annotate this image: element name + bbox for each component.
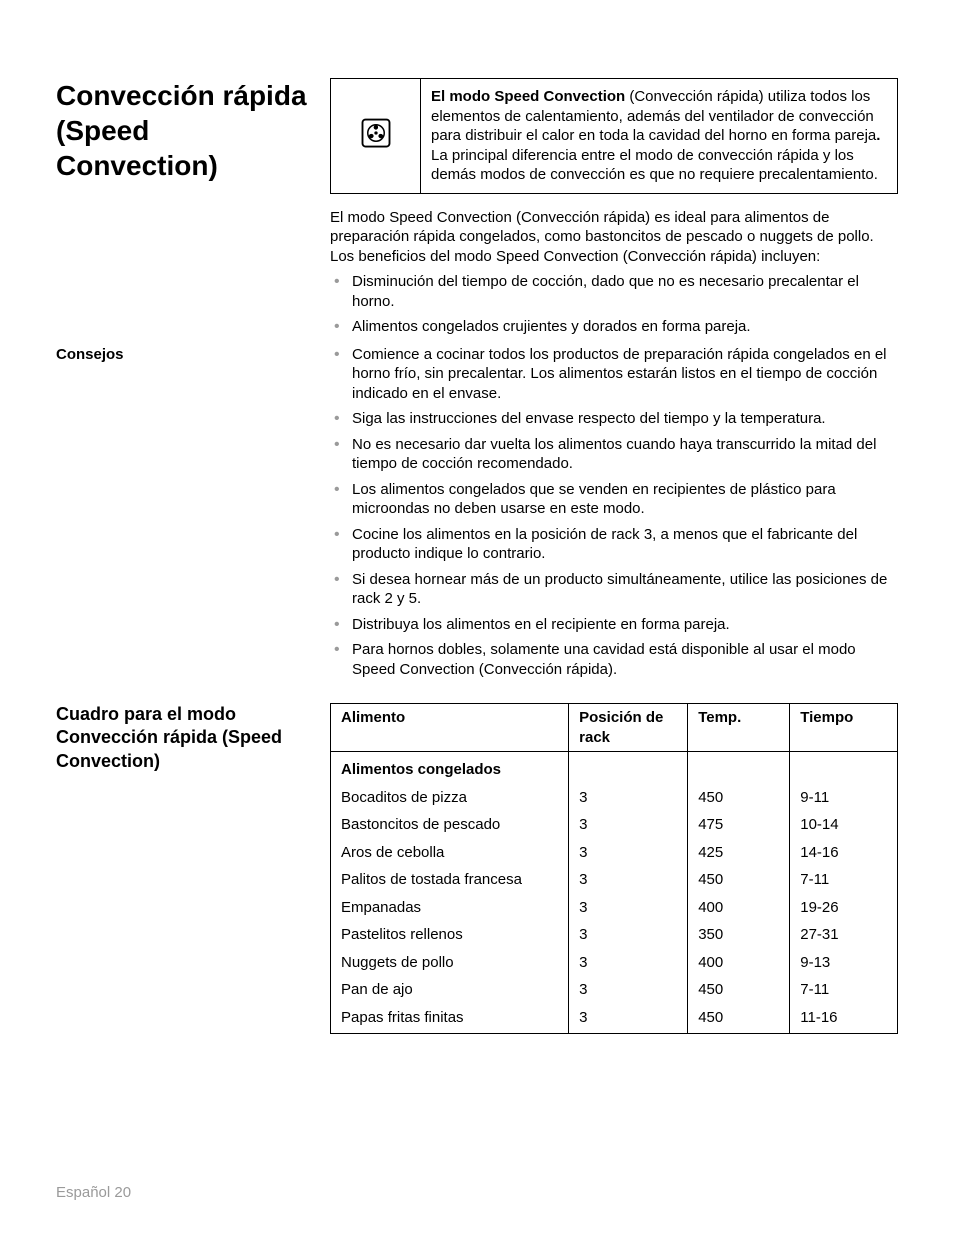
cell-temp: 450 bbox=[688, 1004, 790, 1034]
list-item: Disminución del tiempo de cocción, dado … bbox=[330, 272, 898, 311]
tips-label: Consejos bbox=[56, 345, 310, 365]
cell-time: 14-16 bbox=[790, 839, 898, 867]
list-item: Si desea hornear más de un producto simu… bbox=[330, 570, 898, 609]
mode-description-text: El modo Speed Convection (Convección ráp… bbox=[421, 79, 897, 193]
cell-rack: 3 bbox=[569, 1004, 688, 1034]
cell-temp: 425 bbox=[688, 839, 790, 867]
list-item: Distribuya los alimentos en el recipient… bbox=[330, 615, 898, 635]
cell-time: 9-11 bbox=[790, 784, 898, 812]
cell-time: 10-14 bbox=[790, 811, 898, 839]
table-row: Bastoncitos de pescado 3 475 10-14 bbox=[331, 811, 898, 839]
cell-temp: 450 bbox=[688, 866, 790, 894]
table-row: Palitos de tostada francesa 3 450 7-11 bbox=[331, 866, 898, 894]
cell-rack: 3 bbox=[569, 976, 688, 1004]
cell-time: 7-11 bbox=[790, 866, 898, 894]
list-item: Comience a cocinar todos los productos d… bbox=[330, 345, 898, 404]
cell-rack: 3 bbox=[569, 894, 688, 922]
cell-time: 11-16 bbox=[790, 1004, 898, 1034]
list-item: Los alimentos congelados que se venden e… bbox=[330, 480, 898, 519]
cell-temp: 400 bbox=[688, 949, 790, 977]
cell-time: 7-11 bbox=[790, 976, 898, 1004]
table-row: Aros de cebolla 3 425 14-16 bbox=[331, 839, 898, 867]
list-item: Alimentos congelados crujientes y dorado… bbox=[330, 317, 898, 337]
cell-rack: 3 bbox=[569, 921, 688, 949]
benefits-list: Disminución del tiempo de cocción, dado … bbox=[330, 272, 898, 337]
table-row: Pan de ajo 3 450 7-11 bbox=[331, 976, 898, 1004]
cell-temp: 400 bbox=[688, 894, 790, 922]
col-header-temp: Temp. bbox=[688, 704, 790, 752]
list-item: Siga las instrucciones del envase respec… bbox=[330, 409, 898, 429]
mode-description-box: El modo Speed Convection (Convección ráp… bbox=[330, 78, 898, 194]
list-item: Cocine los alimentos en la posición de r… bbox=[330, 525, 898, 564]
cell-food: Papas fritas finitas bbox=[331, 1004, 569, 1034]
cell-rack: 3 bbox=[569, 866, 688, 894]
cell-temp: 450 bbox=[688, 976, 790, 1004]
cell-food: Bocaditos de pizza bbox=[331, 784, 569, 812]
mode-name-bold: El modo Speed Convection bbox=[431, 88, 629, 105]
intro-paragraph: El modo Speed Convection (Convección ráp… bbox=[330, 208, 898, 267]
list-item: Para hornos dobles, solamente una cavida… bbox=[330, 640, 898, 679]
speed-convection-icon bbox=[361, 118, 391, 153]
cell-time: 19-26 bbox=[790, 894, 898, 922]
cell-time: 9-13 bbox=[790, 949, 898, 977]
col-header-food: Alimento bbox=[331, 704, 569, 752]
mode-icon-cell bbox=[331, 79, 421, 193]
cell-temp: 450 bbox=[688, 784, 790, 812]
tips-list: Comience a cocinar todos los productos d… bbox=[330, 345, 898, 680]
mode-period-bold: . bbox=[876, 127, 880, 144]
page-footer: Español 20 bbox=[56, 1184, 131, 1201]
table-row: Papas fritas finitas 3 450 11-16 bbox=[331, 1004, 898, 1034]
list-item: No es necesario dar vuelta los alimentos… bbox=[330, 435, 898, 474]
cell-rack: 3 bbox=[569, 839, 688, 867]
cooking-table: Alimento Posición de rack Temp. Tiempo A… bbox=[330, 703, 898, 1034]
table-row: Empanadas 3 400 19-26 bbox=[331, 894, 898, 922]
cell-food: Pastelitos rellenos bbox=[331, 921, 569, 949]
cell-food: Empanadas bbox=[331, 894, 569, 922]
cell-food: Palitos de tostada francesa bbox=[331, 866, 569, 894]
table-row: Bocaditos de pizza 3 450 9-11 bbox=[331, 784, 898, 812]
cell-time: 27-31 bbox=[790, 921, 898, 949]
cell-food: Aros de cebolla bbox=[331, 839, 569, 867]
page-title: Convección rápida (Speed Convection) bbox=[56, 78, 310, 183]
cell-food: Bastoncitos de pescado bbox=[331, 811, 569, 839]
table-header-row: Alimento Posición de rack Temp. Tiempo bbox=[331, 704, 898, 752]
table-heading: Cuadro para el modo Convección rápida (S… bbox=[56, 703, 310, 773]
table-row: Nuggets de pollo 3 400 9-13 bbox=[331, 949, 898, 977]
table-section-row: Alimentos congelados bbox=[331, 752, 898, 784]
cell-temp: 350 bbox=[688, 921, 790, 949]
col-header-rack: Posición de rack bbox=[569, 704, 688, 752]
cell-rack: 3 bbox=[569, 811, 688, 839]
cell-food: Nuggets de pollo bbox=[331, 949, 569, 977]
cell-food: Pan de ajo bbox=[331, 976, 569, 1004]
section-label: Alimentos congelados bbox=[331, 752, 569, 784]
mode-text-2: La principal diferencia entre el modo de… bbox=[431, 147, 878, 184]
cell-rack: 3 bbox=[569, 949, 688, 977]
cell-rack: 3 bbox=[569, 784, 688, 812]
col-header-time: Tiempo bbox=[790, 704, 898, 752]
table-row: Pastelitos rellenos 3 350 27-31 bbox=[331, 921, 898, 949]
cell-temp: 475 bbox=[688, 811, 790, 839]
